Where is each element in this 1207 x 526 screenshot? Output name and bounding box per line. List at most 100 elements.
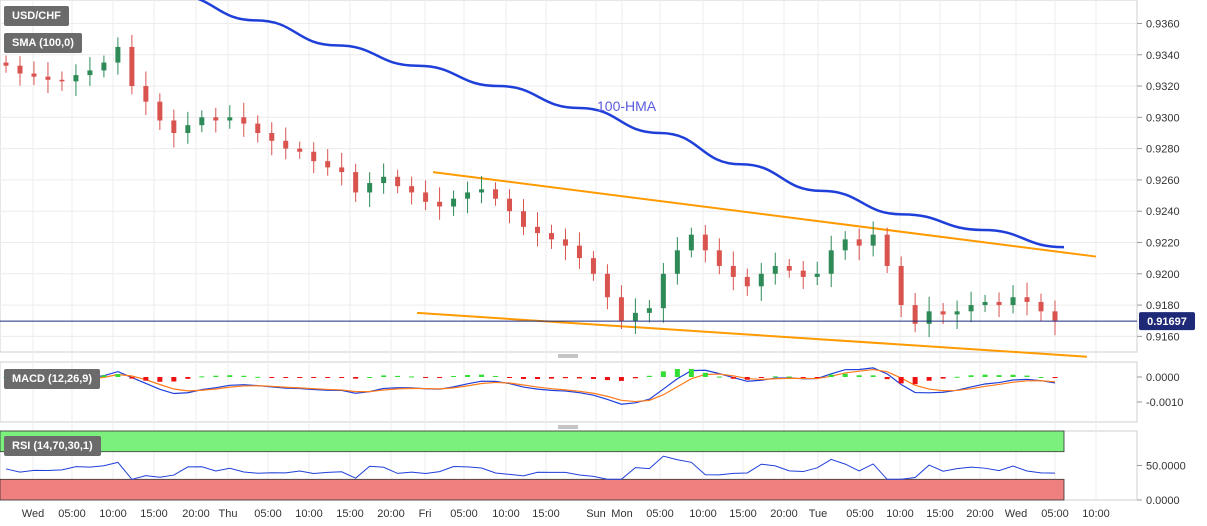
candle-body xyxy=(17,65,23,74)
macd-histogram-bar xyxy=(898,377,904,384)
x-tick-label: Thu xyxy=(219,508,238,520)
candle-body xyxy=(590,258,596,274)
macd-histogram-bar xyxy=(143,377,149,381)
candle-body xyxy=(870,234,876,246)
y-tick-label: 0.9200 xyxy=(1146,269,1180,281)
candle-body xyxy=(87,70,93,76)
macd-histogram-bar xyxy=(311,377,317,378)
price-pane xyxy=(0,0,1138,353)
macd-histogram-bar xyxy=(828,374,834,377)
candle-body xyxy=(674,250,680,274)
y-tick-label: 0.9360 xyxy=(1146,18,1180,30)
macd-histogram-bar xyxy=(283,377,289,378)
x-tick-label: 05:00 xyxy=(646,508,674,520)
macd-histogram-bar xyxy=(227,375,233,377)
hma-line xyxy=(197,0,1065,249)
candle-body xyxy=(143,86,149,102)
x-tick-label: 10:00 xyxy=(689,508,717,520)
macd-histogram-bar xyxy=(1038,376,1044,378)
macd-histogram-bar xyxy=(814,377,820,378)
candle-body xyxy=(283,140,289,149)
x-tick-label: 20:00 xyxy=(770,508,798,520)
candle-body xyxy=(465,192,471,199)
x-tick-label: Tue xyxy=(809,508,828,520)
candle-body xyxy=(604,273,610,298)
macd-histogram-bar xyxy=(702,372,708,377)
channel-upper-line xyxy=(432,171,1097,258)
macd-histogram-bar xyxy=(786,376,792,378)
candle-body xyxy=(353,172,359,193)
candle-body xyxy=(968,305,974,312)
candle-body xyxy=(632,312,638,321)
candle-body xyxy=(409,186,415,193)
candle-body xyxy=(548,233,554,240)
candle-body xyxy=(954,311,960,315)
macd-histogram-bar xyxy=(115,374,121,377)
x-tick-label: 05:00 xyxy=(846,508,874,520)
macd-histogram-bar xyxy=(744,377,750,380)
macd-histogram-bar xyxy=(199,376,205,378)
x-tick-label: 15:00 xyxy=(729,508,757,520)
macd-histogram-bar xyxy=(926,377,932,381)
x-tick-label: Mon xyxy=(611,508,632,520)
y-tick-label: 0.9180 xyxy=(1146,300,1180,312)
macd-histogram-bar xyxy=(465,374,471,377)
candle-body xyxy=(423,192,429,202)
rsi-line xyxy=(5,455,1056,480)
last-price-badge xyxy=(1139,312,1195,331)
candle-body xyxy=(157,101,163,121)
x-tick-label: 10:00 xyxy=(886,508,914,520)
macd-histogram-bar xyxy=(1052,377,1058,379)
macd-histogram-bar xyxy=(157,377,163,382)
x-tick-label: 15:00 xyxy=(336,508,364,520)
macd-histogram-bar xyxy=(674,369,680,377)
candle-body xyxy=(744,276,750,287)
macd-histogram-bar xyxy=(339,377,345,378)
macd-histogram-bar xyxy=(716,376,722,378)
macd-histogram-bar xyxy=(423,377,429,378)
x-tick-label: 05:00 xyxy=(254,508,282,520)
macd-histogram-bar xyxy=(968,375,974,377)
candle-body xyxy=(101,62,107,71)
candle-body xyxy=(562,239,568,246)
symbol-label: USD/CHF xyxy=(4,6,69,26)
candle-body xyxy=(982,301,988,306)
x-tick-label: Fri xyxy=(419,508,432,520)
candle-body xyxy=(3,62,9,66)
macd-histogram-bar xyxy=(185,377,191,379)
candle-body xyxy=(325,161,331,168)
candle-body xyxy=(227,117,233,121)
macd-histogram-bar xyxy=(493,375,499,377)
macd-histogram-bar xyxy=(1024,375,1030,377)
macd-label: MACD (12,26,9) xyxy=(4,369,101,389)
candle-body xyxy=(311,151,317,162)
candle-body xyxy=(576,245,582,259)
macd-histogram-bar xyxy=(604,377,610,381)
candle-body xyxy=(940,311,946,315)
macd-histogram-bar xyxy=(381,375,387,377)
candle-body xyxy=(730,265,736,277)
candle-body xyxy=(367,183,373,193)
macd-histogram-bar xyxy=(646,375,652,377)
last-price-value: 0.91697 xyxy=(1147,316,1187,328)
candle-body xyxy=(912,305,918,324)
y-tick-label: 0.9160 xyxy=(1146,331,1180,343)
macd-histogram-bar xyxy=(982,374,988,377)
macd-histogram-bar xyxy=(632,377,638,379)
rsi-overbought-zone xyxy=(0,430,1065,453)
candle-body xyxy=(241,117,247,124)
candle-body xyxy=(31,73,37,77)
candle-body xyxy=(269,132,275,141)
candle-body xyxy=(171,120,177,133)
macd-histogram-bar xyxy=(479,374,485,377)
macd-histogram-bar xyxy=(688,368,694,377)
candle-body xyxy=(660,273,666,309)
x-tick-label: 10:00 xyxy=(295,508,323,520)
candle-body xyxy=(45,76,51,80)
candle-body xyxy=(479,189,485,193)
x-tick-label: 05:00 xyxy=(58,508,86,520)
macd-histogram-bar xyxy=(269,377,275,378)
macd-histogram-bar xyxy=(562,377,568,379)
candle-body xyxy=(646,308,652,313)
